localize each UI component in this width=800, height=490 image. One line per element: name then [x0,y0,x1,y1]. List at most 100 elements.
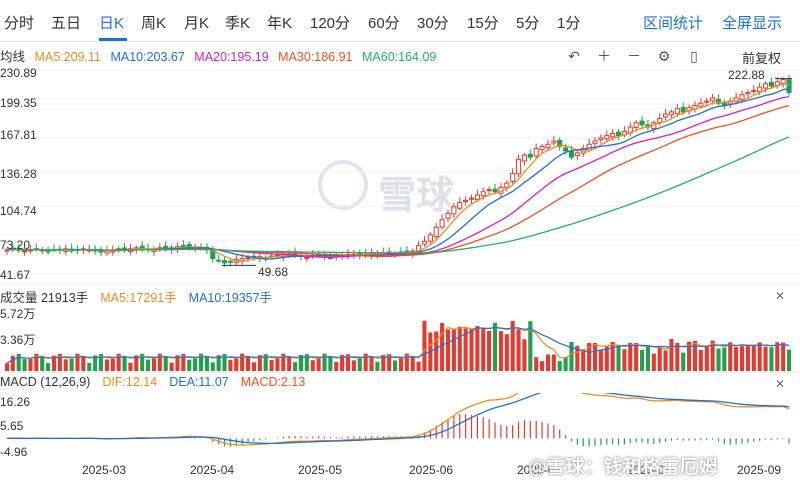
legend-item: DEA:11.07 [169,375,229,389]
candle-body [504,182,510,188]
volume-bar [187,359,192,371]
volume-bar [40,355,45,371]
volume-bar [216,355,221,371]
y-tick-label: 230.89 [0,66,37,80]
volume-bar [451,329,456,371]
volume-bar [704,345,709,371]
close-volume-icon[interactable]: ✕ [774,289,786,303]
volume-bar [734,346,739,371]
tab-9[interactable]: 30分 [417,15,449,32]
candle-body [545,143,551,148]
ma-legend-item: MA60:164.09 [358,50,437,64]
range-stats-button[interactable]: 区间统计 [643,15,704,32]
volume-bar [22,359,27,371]
price-chart[interactable] [0,64,800,282]
volume-bar [434,331,439,371]
tab-6[interactable]: 年K [267,15,293,32]
volume-bar [345,354,351,371]
tab-0[interactable]: 分时 [4,15,35,32]
volume-bar [557,361,562,371]
volume-bar [363,353,368,371]
adjust-mode-select[interactable]: 前复权 [742,51,782,66]
volume-bar [193,358,198,371]
ma20-line [6,95,790,258]
tab-3[interactable]: 周K [141,15,167,32]
volume-bar [175,355,180,371]
volume-bar [687,341,692,371]
candle-body [468,197,475,200]
y-tick-label: 104.74 [0,204,37,218]
candle-body [421,240,428,245]
tab-10[interactable]: 15分 [467,15,499,32]
candle-body [739,94,745,100]
candle-body [515,158,522,175]
volume-bar [540,361,545,371]
volume-bar [110,358,115,371]
candle-body [604,135,610,140]
candle-body [715,99,722,104]
volume-bar [251,362,256,371]
volume-bar [669,338,674,371]
macd-legend: MACD (12,26,9) DIF:12.14 DEA:11.07 MACD:2.1… [0,375,317,389]
volume-bar [134,355,139,371]
volume-bar [51,355,57,371]
volume-bar [510,320,515,371]
candle-body [574,152,580,157]
volume-bar [28,358,33,371]
candle-body [104,250,110,254]
tab-7[interactable]: 120分 [310,15,351,32]
volume-bar [34,353,39,371]
macd-chart[interactable] [0,393,800,459]
volume-bar [787,349,792,371]
volume-bar [151,358,157,371]
close-macd-icon[interactable]: ✕ [774,377,786,391]
volume-bar [98,353,104,371]
volume-bar [63,359,68,371]
volume-bar [545,354,551,371]
candle-body [216,259,222,262]
volume-bar [198,353,204,371]
volume-bar [475,326,480,371]
volume-bar [581,349,586,371]
candle-body [786,79,792,94]
volume-bar [716,348,721,371]
dea-line [6,393,790,445]
candle-body [757,86,763,93]
tab-8[interactable]: 60分 [368,15,400,32]
volume-bar [416,361,421,371]
zoom-in-icon[interactable]: ＋ [597,48,611,64]
tab-12[interactable]: 1分 [557,15,581,32]
gear-icon[interactable]: ⚙ [657,48,671,64]
volume-bar [628,342,633,371]
undo-icon[interactable]: ↶ [568,48,580,64]
candle-style-icon[interactable]: ▯ [690,48,698,64]
volume-bar [775,342,780,371]
volume-bar [563,357,568,371]
candle-body [186,244,192,248]
fullscreen-button[interactable]: 全屏显示 [722,15,783,32]
volume-bar [322,353,327,371]
zoom-out-icon[interactable]: － [627,48,641,64]
tab-1[interactable]: 五日 [51,15,82,32]
tab-11[interactable]: 5分 [516,15,540,32]
volume-bar [16,353,21,371]
tab-2[interactable]: 日K [99,15,125,32]
candle-body [527,153,533,158]
candle-body [657,117,663,123]
volume-bar [69,358,74,371]
active-tab-underline [99,38,127,41]
volume-bar [93,355,98,371]
volume-bar [710,340,715,371]
volume-chart[interactable] [0,305,800,373]
bottom-watermark: @雪球：钱和格雷厄姆 [528,457,718,478]
volume-bar [440,323,445,371]
tab-4[interactable]: 月K [184,15,210,32]
candle-body [674,108,680,114]
low-price-label: 49.68 [258,265,289,279]
volume-bar [698,350,703,371]
y-tick-label: 73.20 [0,238,31,252]
candle-body [451,206,457,215]
tab-5[interactable]: 季K [225,15,251,32]
period-tab-bar: 分时 五日 日K 周K 月K 季K 年K 120分 60分 30分 15分 5分 1分 [0,0,800,42]
volume-bar [675,342,680,371]
